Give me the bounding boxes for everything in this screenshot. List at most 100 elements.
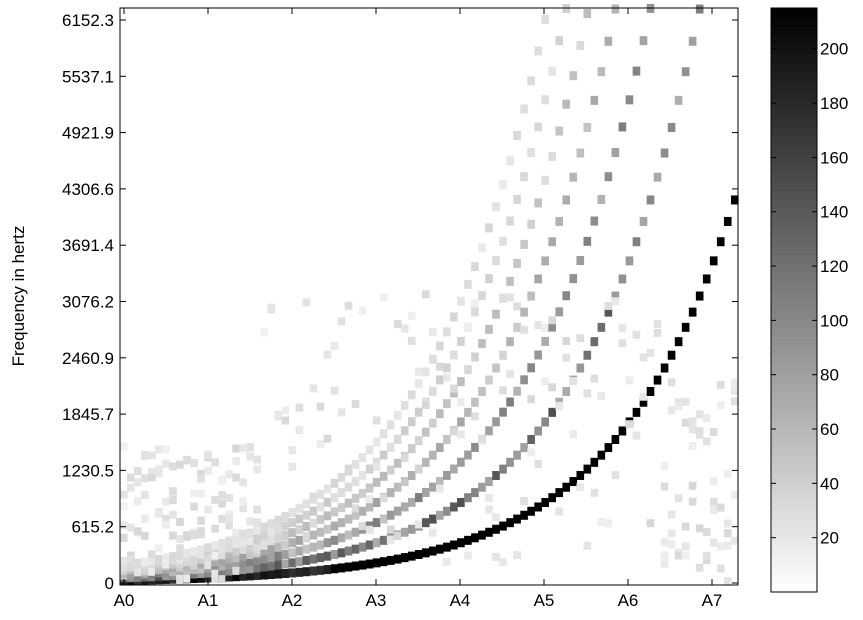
heatmap-cell — [688, 417, 697, 426]
x-tick-label: A3 — [366, 591, 387, 610]
heatmap-cell — [141, 531, 149, 540]
colorbar-swatch — [771, 172, 817, 182]
heatmap-cell — [176, 535, 184, 544]
heatmap-cell — [730, 386, 739, 395]
heatmap-cell — [393, 458, 402, 468]
heatmap-cell — [569, 430, 578, 439]
heatmap-cell — [183, 574, 191, 583]
heatmap-cell — [358, 306, 367, 315]
heatmap-cell — [457, 430, 465, 439]
colorbar-swatch — [771, 318, 817, 328]
heatmap-cell — [667, 406, 676, 415]
heatmap-cell — [421, 488, 430, 498]
heatmap-cell — [555, 36, 564, 46]
heatmap-cell — [351, 460, 360, 469]
heatmap-cell — [134, 467, 142, 476]
heatmap-cell — [407, 417, 416, 427]
colorbar-swatch — [771, 126, 817, 137]
heatmap-cell — [162, 560, 170, 569]
heatmap-cell — [204, 450, 212, 459]
heatmap-cell — [337, 518, 346, 528]
heatmap-cell — [267, 544, 276, 554]
heatmap-cell — [597, 450, 606, 460]
heatmap-cell — [253, 543, 262, 552]
heatmap-cell — [730, 490, 739, 499]
heatmap-cell — [162, 459, 170, 468]
heatmap-cell — [548, 407, 557, 417]
heatmap-cell — [555, 488, 564, 498]
heatmap-cell — [246, 537, 255, 546]
heatmap-cell — [365, 495, 374, 504]
heatmap-cell — [548, 316, 557, 325]
heatmap-cell — [414, 379, 423, 389]
heatmap-cell — [337, 317, 346, 326]
heatmap-cell — [583, 350, 592, 360]
heatmap-cell — [386, 555, 395, 565]
heatmap-cell — [534, 198, 542, 208]
heatmap-cell — [506, 216, 514, 226]
heatmap-cell — [281, 416, 290, 425]
heatmap-cell — [681, 522, 690, 531]
heatmap-cell — [386, 420, 395, 430]
heatmap-cell — [541, 497, 549, 507]
heatmap-cell — [576, 148, 585, 158]
heatmap-cell — [639, 36, 648, 46]
heatmap-cell — [478, 482, 486, 492]
heatmap-cell — [590, 216, 599, 226]
heatmap-cell — [316, 540, 325, 550]
colorbar-swatch — [771, 108, 817, 119]
heatmap-cell — [555, 401, 564, 410]
heatmap-cell — [646, 195, 655, 205]
heatmap-cell — [281, 559, 290, 569]
heatmap-cell — [344, 464, 353, 473]
heatmap-cell — [625, 95, 634, 105]
heatmap-cell — [218, 550, 226, 560]
colorbar-frame — [770, 7, 818, 593]
heatmap-cell — [148, 468, 156, 477]
heatmap-cell — [555, 507, 564, 516]
heatmap-cell — [330, 564, 339, 574]
colorbar-swatch — [771, 290, 817, 301]
x-axis: A0 A1 A2 A3 A4 A5 A6 A7 — [114, 8, 722, 610]
heatmap-cell — [492, 202, 500, 212]
heatmap-cell — [723, 216, 732, 226]
heatmap-cell — [681, 397, 690, 406]
heatmap-cell — [218, 544, 226, 554]
heatmap-cell — [218, 538, 226, 548]
heatmap-cell — [513, 551, 521, 560]
heatmap-cell — [197, 550, 205, 559]
heatmap-cell — [232, 566, 240, 575]
heatmap-cell — [281, 406, 290, 415]
heatmap-cell — [302, 522, 311, 532]
heatmap-cell — [471, 488, 479, 498]
heatmap-cell — [225, 513, 233, 522]
heatmap-cell — [155, 465, 163, 474]
heatmap-cell — [695, 291, 704, 301]
colorbar-swatch — [771, 482, 817, 493]
heatmap-cell — [316, 553, 325, 563]
heatmap-cell — [436, 476, 444, 486]
heatmap-cell — [302, 510, 311, 520]
heatmap-cell — [211, 574, 219, 583]
heatmap-cell — [190, 547, 198, 557]
colorbar-swatch — [771, 181, 817, 192]
colorbar-swatch — [771, 546, 817, 557]
colorbar-tick-label: 140 — [820, 203, 848, 222]
heatmap-cell — [344, 546, 353, 556]
heatmap-cell — [176, 576, 184, 585]
heatmap-cell — [499, 521, 507, 531]
y-axis-label: Frequency in hertz — [9, 226, 28, 367]
y-axis: 0 615.2 1230.5 1845.7 2460.9 3076.2 3691.4 4306… — [62, 11, 738, 593]
heatmap-cell — [527, 363, 535, 373]
colorbar-swatch — [771, 144, 817, 155]
colorbar-swatch — [771, 71, 817, 82]
heatmap-cell — [120, 556, 128, 565]
colorbar-swatch — [771, 17, 817, 27]
heatmap-cell — [548, 383, 557, 392]
heatmap-cell — [443, 373, 451, 382]
heatmap-cell — [239, 478, 248, 487]
heatmap-cell — [618, 339, 627, 348]
heatmap-cell — [506, 369, 514, 378]
heatmap-cell — [443, 435, 451, 445]
heatmap-cell — [344, 530, 353, 540]
